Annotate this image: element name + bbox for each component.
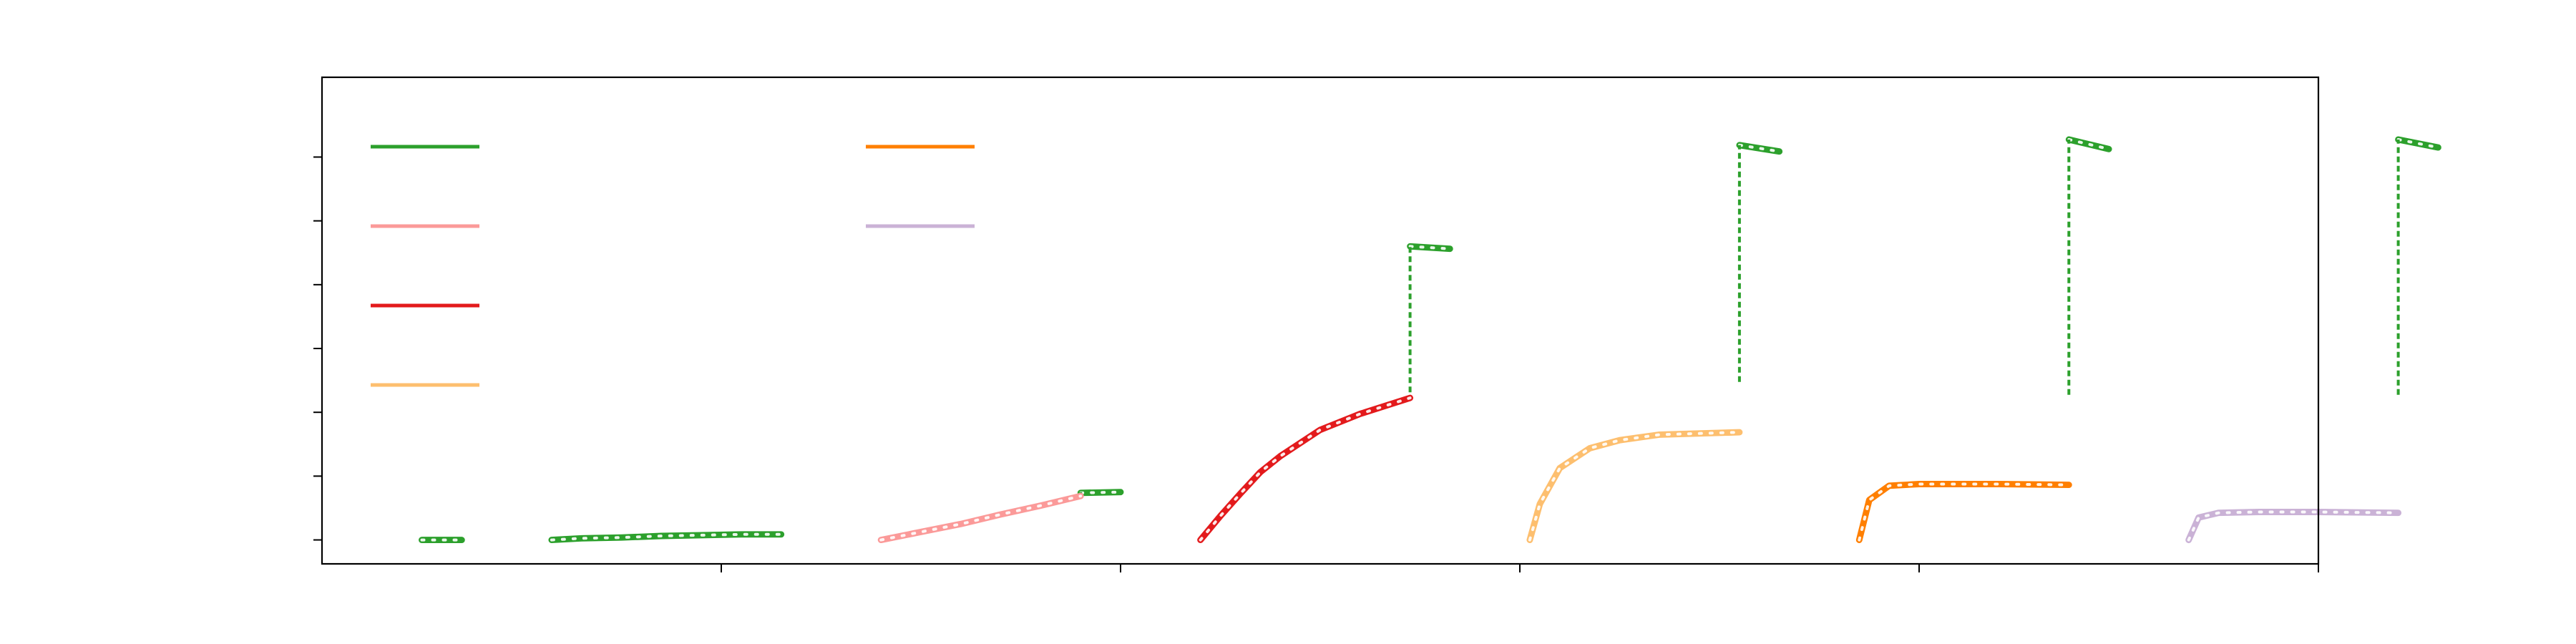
series-green-dots-3 xyxy=(1408,245,1452,250)
series-lavender xyxy=(2185,509,2402,544)
series-pink-dots-0 xyxy=(879,494,1083,542)
series-orange xyxy=(1855,481,2072,544)
series-pink xyxy=(877,492,1084,544)
series-lavender-dots-0 xyxy=(2187,510,2400,542)
series-layer xyxy=(419,136,2441,544)
series-green xyxy=(419,136,2441,544)
legend xyxy=(371,145,975,387)
series-green-dots-2 xyxy=(1079,490,1122,494)
series-green-dots-5 xyxy=(2067,138,2111,151)
series-light-orange-dots-0 xyxy=(1528,431,1741,542)
series-red-band-0 xyxy=(1197,394,1414,544)
axes xyxy=(313,156,2319,572)
series-orange-dots-0 xyxy=(1858,482,2071,542)
series-green-dots-1 xyxy=(550,532,783,542)
series-green-dots-4 xyxy=(1737,143,1781,153)
plot-frame xyxy=(321,76,2320,565)
series-green-dots-6 xyxy=(2396,138,2440,150)
series-light-orange xyxy=(1526,429,1743,544)
plot-area xyxy=(322,77,2318,564)
series-red xyxy=(1197,394,1414,544)
